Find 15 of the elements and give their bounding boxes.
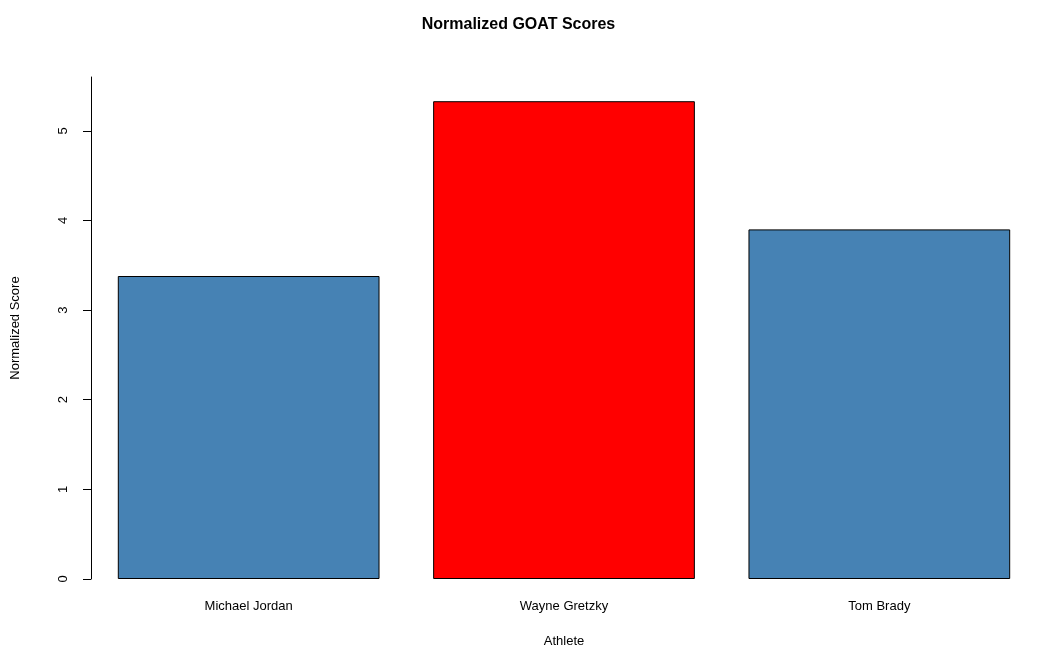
chart-title: Normalized GOAT Scores: [421, 14, 616, 32]
x-tick-label: Tom Brady: [848, 598, 911, 613]
bar: [117, 276, 380, 579]
y-axis-title: Normalized Score: [7, 276, 22, 380]
x-tick-label: Wayne Gretzky: [519, 598, 609, 613]
bar: [748, 229, 1011, 579]
bar: [433, 101, 695, 579]
y-tick-label: 1: [55, 485, 70, 493]
y-tick-label: 3: [55, 306, 70, 314]
y-tick-label: 2: [55, 396, 70, 404]
y-tick-label: 4: [55, 216, 70, 225]
y-tick-label: 5: [55, 127, 70, 135]
x-axis-title: Athlete: [543, 633, 585, 648]
x-tick-label: Michael Jordan: [204, 598, 293, 613]
y-tick-label: 0: [55, 575, 70, 583]
